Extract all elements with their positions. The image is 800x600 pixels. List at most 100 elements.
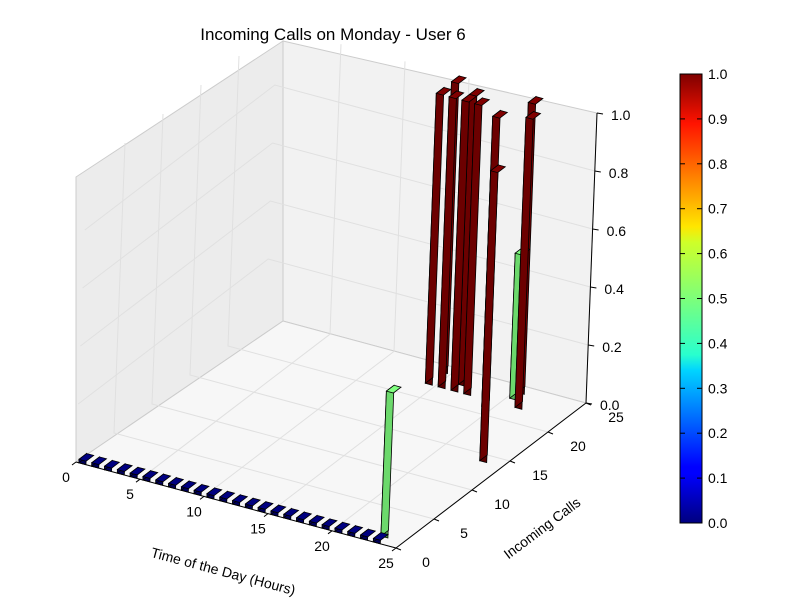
bar (295, 511, 313, 524)
x-tick-label: 0 (62, 469, 70, 485)
y-tick-mark (547, 431, 554, 435)
colorbar-tick-label: 0.8 (708, 156, 728, 172)
bar (206, 487, 223, 500)
grid-line-y (113, 142, 435, 520)
bar (463, 97, 491, 397)
x-tick-mark (71, 461, 77, 466)
x-tick-mark (391, 547, 397, 552)
y-tick-mark (471, 489, 478, 493)
z-axis-line (585, 112, 598, 404)
z-tick-mark (596, 112, 604, 115)
y-tick-label: 15 (532, 467, 548, 483)
bar (514, 110, 542, 410)
bar-top-face (489, 164, 507, 174)
colorbar-tick-label: 0.1 (708, 470, 728, 486)
bar-top-face (473, 97, 491, 106)
bar-top-face (193, 484, 210, 493)
z-tick-label: 0.4 (604, 281, 624, 297)
colorbar-tick-label: 0.7 (708, 201, 728, 217)
bar (142, 469, 159, 483)
grid-line-z (84, 84, 595, 231)
x-tick-label: 5 (126, 486, 134, 502)
colorbar-tick-label: 0.2 (708, 425, 728, 441)
bar-top-face (129, 466, 146, 476)
bar (231, 493, 249, 507)
grid-line-x (139, 44, 342, 480)
bar (193, 483, 210, 497)
bar-top-face (372, 532, 389, 541)
bar-top-face (321, 518, 338, 527)
bar (90, 456, 108, 469)
colorbar: 0.0 0.1 0.2 0.3 0.4 0.5 0.6 0.7 0.8 0.9 1.0 (679, 66, 728, 531)
y-axis-line (395, 402, 587, 549)
bar-top-face (218, 490, 236, 500)
bar (372, 531, 389, 545)
bar-top-face (116, 463, 133, 472)
grid-line-y (151, 113, 473, 491)
z-tick-label: 0.2 (602, 339, 622, 355)
bar-top-face (527, 96, 544, 105)
bar (78, 452, 95, 466)
y-tick-label: 5 (460, 525, 468, 541)
y-tick-mark (395, 547, 402, 551)
bar-top-face (257, 501, 274, 510)
grid-line-z (77, 258, 589, 405)
bar-top-face (525, 111, 542, 120)
z-tick-mark (588, 344, 595, 347)
bar (154, 473, 172, 486)
colorbar-tick-label: 0.6 (708, 246, 728, 262)
x-axis-label: Time of the Day (Hours) (149, 544, 297, 598)
bar (479, 164, 507, 464)
bar-top-face (231, 494, 249, 503)
y-axis-label: Incoming Calls (501, 494, 584, 562)
x-tick-mark (263, 513, 269, 517)
bar (346, 524, 364, 538)
bar-top-face (359, 528, 377, 538)
y-tick-label: 25 (608, 409, 624, 425)
y-tick-mark (509, 460, 516, 464)
bar-top-face (385, 384, 402, 394)
grid-line-z (80, 200, 591, 347)
bar-top-face (78, 453, 95, 462)
bar-top-face (154, 473, 172, 483)
x-tick-label: 25 (378, 555, 394, 571)
grid-line-y (227, 55, 549, 433)
chart-title: Incoming Calls on Monday - User 6 (200, 25, 466, 44)
bar-top-face (142, 470, 159, 479)
bar-top-face (308, 514, 325, 524)
bar (359, 528, 377, 541)
bar-top-face (206, 487, 223, 497)
bar (437, 90, 465, 390)
colorbar-tick-label: 0.5 (708, 291, 728, 307)
y-tick-label: 0 (422, 554, 430, 570)
z-tick-mark (590, 286, 597, 289)
x-tick-mark (327, 530, 333, 535)
bar-top-face (270, 504, 287, 514)
axis-lines (75, 112, 598, 549)
bar-top-face (282, 508, 300, 517)
bar (334, 521, 351, 535)
x-tick-mark (199, 495, 205, 500)
bar (308, 514, 325, 528)
z-tick-mark (594, 170, 601, 173)
bar-top-face (103, 459, 121, 469)
bar (321, 518, 338, 531)
bar (270, 504, 287, 517)
bar-top-face (448, 90, 465, 100)
colorbar-tick-label: 0.3 (708, 380, 728, 396)
colorbar-tick-label: 0.9 (708, 111, 728, 127)
bar-top-face (491, 110, 509, 119)
bar-top-face (334, 521, 351, 531)
bar (129, 466, 146, 479)
z-tick-label: 0.6 (607, 223, 627, 239)
bar-top-face (180, 480, 197, 490)
bar-top-face (244, 497, 261, 507)
z-tick-mark (592, 228, 599, 231)
z-tick-label: 0.8 (609, 165, 629, 181)
y-tick-mark (433, 518, 440, 522)
bar (380, 384, 402, 539)
colorbar-tick-label: 0.4 (708, 335, 728, 351)
x-tick-label: 20 (314, 538, 330, 554)
colorbar-ticks: 0.0 0.1 0.2 0.3 0.4 0.5 0.6 0.7 0.8 0.9 1.0 (680, 66, 728, 531)
